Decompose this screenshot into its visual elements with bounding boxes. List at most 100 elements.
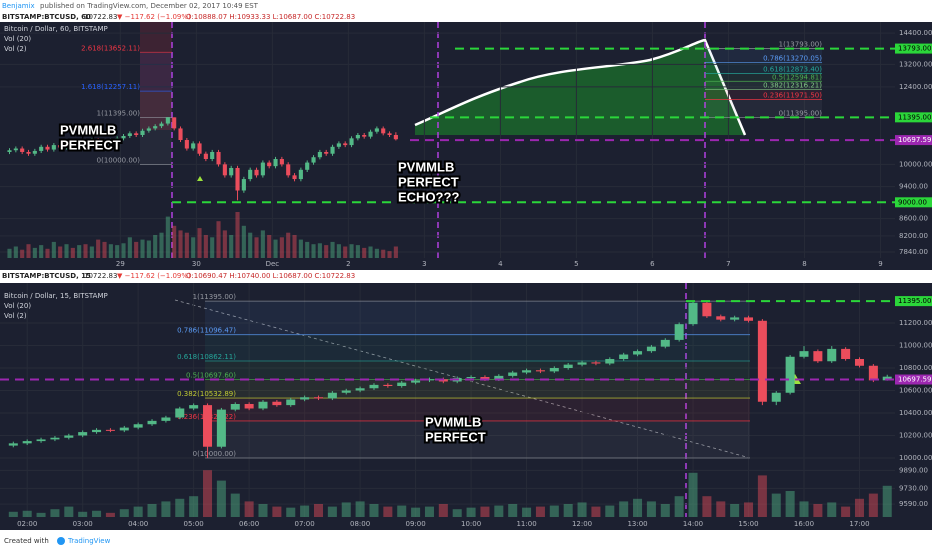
chart-title: Bitcoin / Dollar, 60, BITSTAMP [4, 25, 108, 33]
candle-body [330, 146, 335, 154]
fib-label: 0.618(12873.40) [763, 65, 822, 73]
candle-body [258, 401, 268, 409]
volume-bar [58, 246, 63, 258]
x-tick-label: 9 [878, 260, 882, 268]
candle-body [108, 140, 113, 146]
volume-bar [273, 239, 278, 258]
volume-bar [20, 249, 25, 258]
x-tick-label: 2 [346, 260, 350, 268]
volume-bar [466, 507, 476, 517]
fib-label: 1(11395.00) [193, 293, 237, 301]
volume-bar [349, 244, 354, 258]
volume-bar [105, 512, 115, 517]
y-tick-label: 9400.00 [899, 183, 928, 191]
candle-body [411, 380, 421, 383]
volume-bar [605, 505, 615, 517]
candle-body [119, 427, 129, 431]
candle-body [161, 417, 171, 421]
volume-bar [549, 505, 559, 517]
ticker-symbol: BITSTAMP:BTCUSD, 60 [2, 13, 91, 21]
ticker-change: ▼ −117.62 (−1.09%) [117, 13, 191, 21]
candle-body [633, 351, 643, 355]
volume-bar [383, 506, 393, 517]
x-tick-label: 17:00 [849, 520, 869, 528]
volume-bar [222, 230, 227, 258]
volume-bar [298, 239, 303, 258]
candle-body [241, 179, 246, 191]
candle-body [92, 429, 102, 433]
brand[interactable]: TradingView [67, 537, 111, 545]
candle-body [369, 384, 379, 389]
candle-body [172, 117, 177, 129]
volume-bar [64, 244, 69, 258]
volume-bar [619, 501, 629, 517]
ticker-price: 10722.83 [84, 13, 117, 21]
author[interactable]: Benjamix [2, 2, 35, 10]
candle-body [317, 151, 322, 158]
fib-label: 1.618(12257.11) [81, 83, 140, 91]
volume-bar [244, 501, 254, 517]
candle-body [210, 151, 215, 160]
volume-bar [229, 235, 234, 258]
volume-bar [203, 470, 213, 517]
bottom-panel [0, 283, 932, 530]
annotation: PERFECT [398, 174, 459, 189]
volume-bar [381, 249, 386, 258]
candle-body [58, 145, 63, 148]
candle-body [121, 135, 126, 139]
volume-bar [393, 246, 398, 258]
volume-bar [22, 510, 32, 517]
volume-bar [522, 507, 532, 517]
candle-body [64, 143, 69, 148]
candle-body [343, 143, 348, 146]
x-tick-label: 5 [574, 260, 578, 268]
candle-body [619, 354, 629, 360]
candle-body [341, 390, 351, 393]
price-box [895, 135, 932, 146]
volume-bar [355, 245, 360, 258]
annotation: PVMMLB [60, 122, 116, 137]
fib-label: 1(13793.00) [779, 41, 823, 49]
x-tick-label: 8 [802, 260, 806, 268]
candle-body [355, 388, 365, 391]
candle-body [159, 123, 164, 127]
y-tick-label: 9730.00 [899, 484, 928, 492]
volume-bar [153, 235, 158, 258]
volume-bar [172, 225, 177, 258]
fib-label: 0.5(10697.60) [186, 372, 236, 380]
volume-bar [535, 506, 545, 517]
candle-body [374, 128, 379, 132]
candle-body [813, 351, 823, 362]
candle-body [868, 365, 878, 381]
volume-bar [841, 506, 851, 517]
candle-body [26, 151, 31, 154]
fib-zone [140, 22, 172, 130]
candle-body [203, 153, 208, 160]
volume-bar [480, 506, 490, 517]
chart-title: Bitcoin / Dollar, 15, BITSTAMP [4, 292, 108, 300]
volume-bar [108, 244, 113, 258]
candle-body [646, 346, 656, 352]
price-box [895, 43, 932, 54]
volume-bar [64, 506, 74, 517]
x-tick-label: 3 [422, 260, 426, 268]
volume-bar [771, 493, 781, 517]
candle-body [254, 169, 259, 176]
candle-body [244, 403, 254, 409]
y-tick-label: 10000.00 [899, 160, 932, 168]
x-tick-label: 07:00 [295, 520, 315, 528]
candle-body [383, 384, 393, 387]
y-tick-label: 10800.00 [899, 364, 932, 372]
y-tick-label: 10000.00 [899, 454, 932, 462]
volume-bar [369, 504, 379, 517]
candle-body [286, 399, 296, 406]
fib-zone [205, 379, 750, 399]
volume-bar [258, 504, 268, 517]
candle-body [64, 435, 74, 438]
candle-body [127, 133, 132, 136]
volume-bar [161, 501, 171, 517]
x-tick-label: 12:00 [572, 520, 592, 528]
price-box-label: 11395.00 [898, 113, 931, 121]
volume-bar [133, 506, 143, 517]
